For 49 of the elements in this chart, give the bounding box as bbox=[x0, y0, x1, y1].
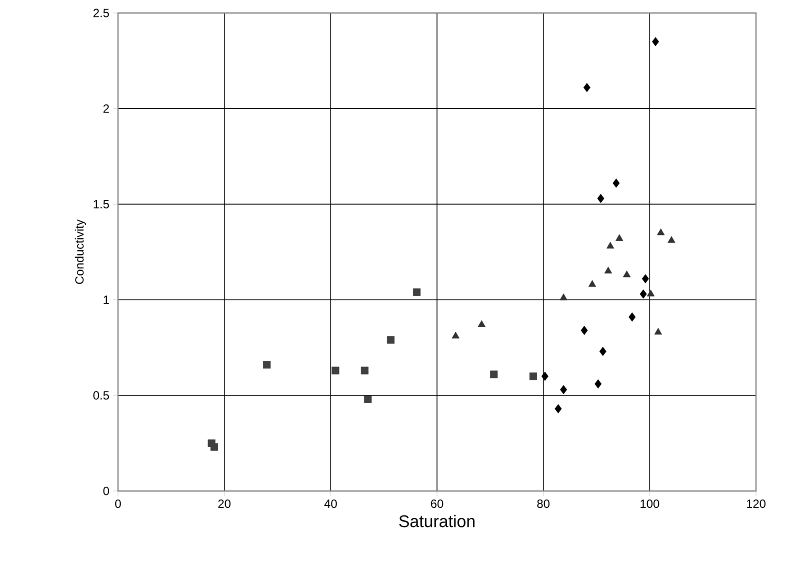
point bbox=[580, 326, 588, 335]
point bbox=[652, 37, 660, 46]
point bbox=[263, 361, 271, 369]
x-tick-label: 40 bbox=[324, 500, 337, 508]
point bbox=[386, 336, 395, 344]
point bbox=[622, 270, 631, 278]
point bbox=[478, 320, 486, 327]
x-axis-title: Saturation bbox=[399, 514, 474, 528]
point bbox=[646, 290, 655, 296]
x-tick-label: 120 bbox=[746, 500, 766, 508]
y-axis-title: Conductivity bbox=[74, 219, 86, 284]
x-tick-label: 60 bbox=[430, 500, 444, 508]
point bbox=[554, 404, 562, 414]
point bbox=[583, 82, 590, 92]
point bbox=[332, 366, 340, 374]
point bbox=[628, 312, 636, 322]
point bbox=[529, 372, 538, 380]
y-tick-label: 1 bbox=[104, 296, 109, 304]
x-tick-label: 80 bbox=[537, 500, 550, 508]
point bbox=[612, 178, 620, 188]
y-tick-label: 1.5 bbox=[94, 200, 109, 208]
point bbox=[640, 289, 647, 299]
x-tick-label: 20 bbox=[218, 500, 231, 508]
point bbox=[616, 234, 624, 241]
point bbox=[594, 379, 602, 388]
y-tick-label: 2.5 bbox=[93, 8, 109, 18]
x-tick-label: 0 bbox=[115, 500, 121, 508]
y-tick-label: 0.5 bbox=[93, 391, 109, 400]
point bbox=[452, 332, 460, 338]
point bbox=[654, 328, 662, 335]
point bbox=[606, 242, 614, 249]
point bbox=[588, 280, 596, 287]
point bbox=[560, 385, 568, 394]
point bbox=[413, 288, 421, 296]
point bbox=[364, 395, 372, 403]
x-tick-label: 100 bbox=[640, 500, 660, 508]
point bbox=[541, 372, 548, 381]
y-tick-label: 0 bbox=[103, 486, 110, 496]
point bbox=[604, 266, 612, 274]
point bbox=[560, 293, 568, 300]
point bbox=[490, 370, 498, 378]
y-tick-label: 2 bbox=[103, 104, 109, 113]
point bbox=[657, 228, 665, 236]
point bbox=[597, 194, 604, 204]
point bbox=[210, 443, 218, 451]
point bbox=[668, 236, 676, 243]
point bbox=[360, 366, 368, 374]
point bbox=[642, 274, 649, 284]
point bbox=[599, 346, 606, 356]
